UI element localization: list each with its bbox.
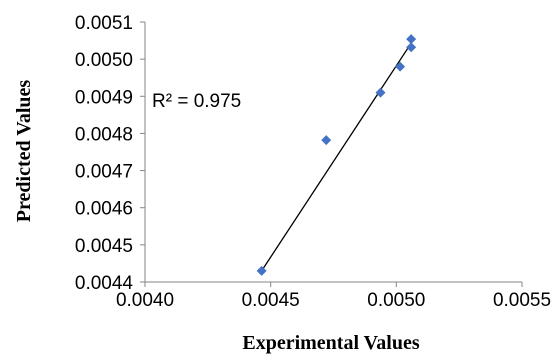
data-point <box>395 61 406 72</box>
x-axis-title: Experimental Values <box>242 332 419 354</box>
trendline <box>261 42 412 272</box>
r-squared-annotation: R² = 0.975 <box>152 91 241 112</box>
x-tick-label: 0.0040 <box>116 290 174 311</box>
data-point <box>375 87 386 98</box>
data-point <box>256 265 267 276</box>
y-tick-label: 0.0046 <box>75 199 133 220</box>
y-axis-title: Predicted Values <box>13 80 35 223</box>
y-tick-label: 0.0048 <box>75 124 133 145</box>
y-tick-label: 0.0045 <box>75 236 133 257</box>
y-tick-label: 0.0049 <box>75 87 133 108</box>
data-point <box>321 135 332 146</box>
data-point <box>406 34 417 45</box>
y-tick-label: 0.0050 <box>75 50 133 71</box>
x-tick-label: 0.0055 <box>493 290 551 311</box>
x-axis-ticks: 0.0040 0.0045 0.0050 0.0055 <box>116 282 551 311</box>
y-tick-label: 0.0047 <box>75 162 133 183</box>
y-tick-label: 0.0044 <box>75 273 134 294</box>
data-points <box>256 34 417 276</box>
x-tick-label: 0.0050 <box>367 290 425 311</box>
y-axis-ticks: 0.0044 0.0045 0.0046 0.0047 0.0048 0.0049 0.00… <box>75 13 145 294</box>
y-tick-label: 0.0051 <box>75 13 133 34</box>
data-point <box>406 42 417 53</box>
x-tick-label: 0.0045 <box>242 290 300 311</box>
